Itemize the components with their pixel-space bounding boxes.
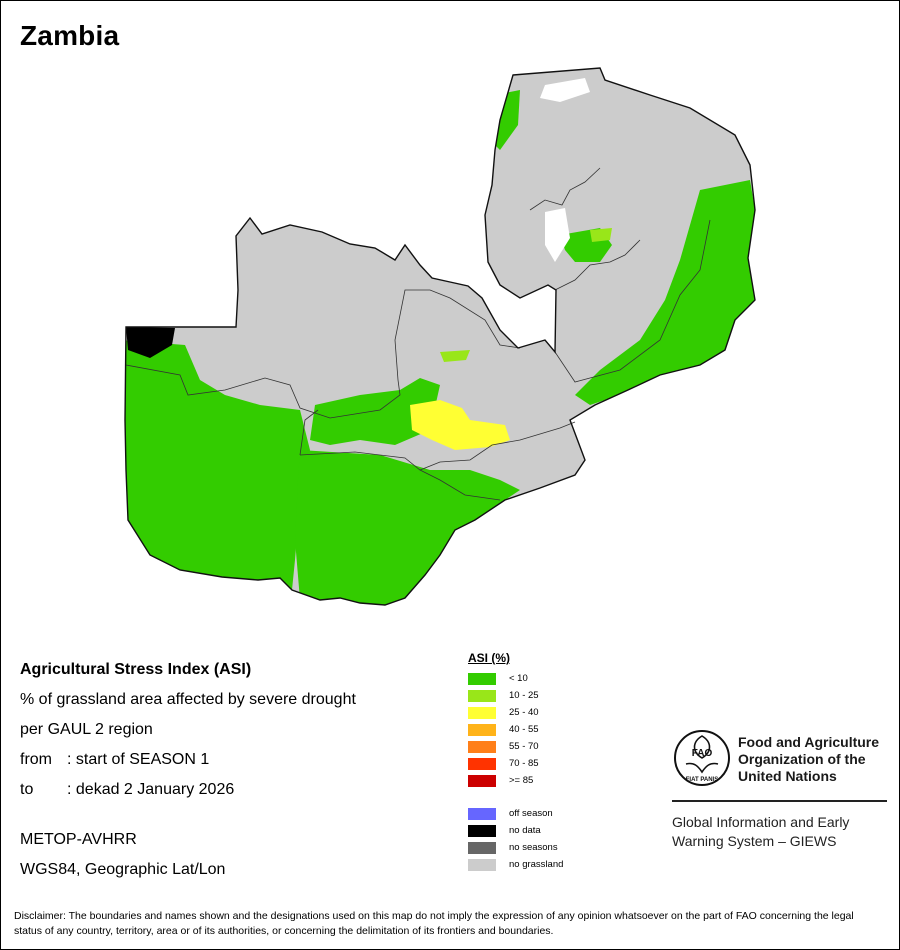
disclaimer: Disclaimer: The boundaries and names sho…: [14, 910, 854, 937]
admin-boundaries: [125, 167, 711, 501]
map-area: [124, 67, 756, 606]
legend-class-item: >= 85: [468, 772, 608, 789]
legend-special-swatch: [468, 807, 496, 820]
asi-lt10-east: [575, 180, 755, 405]
legend-classes: < 10 10 - 25 25 - 40 40 - 55 55 - 70 70 - 85 >…: [468, 670, 608, 789]
index-title: Agricultural Stress Index (ASI): [20, 661, 252, 678]
org-name-line3: United Nations: [738, 768, 837, 784]
lake-tanganyika: [540, 78, 590, 102]
legend-title: ASI (%): [468, 651, 510, 665]
giews-line2: Warning System – GIEWS: [672, 833, 837, 849]
legend-class-label: 25 - 40: [509, 707, 539, 718]
projection-info: WGS84, Geographic Lat/Lon: [20, 861, 226, 878]
legend-special: off season no data no seasons no grassland: [468, 805, 608, 873]
sensor-info: METOP-AVHRR: [20, 831, 137, 848]
legend-special-label: no seasons: [509, 842, 558, 853]
period-from: from : start of SEASON 1: [20, 745, 450, 775]
legend-class-item: 40 - 55: [468, 721, 608, 738]
organization-name: Food and Agriculture Organization of the…: [738, 734, 893, 785]
legend-class-swatch: [468, 740, 496, 753]
asi-legend: ASI (%) < 10 10 - 25 25 - 40 40 - 55 55 - 70…: [468, 651, 608, 873]
index-unit: per GAUL 2 region: [20, 721, 153, 738]
org-name-line2: Organization of the: [738, 751, 866, 767]
legend-special-label: off season: [509, 808, 553, 819]
asi-25-40-central: [410, 400, 510, 450]
legend-special-swatch: [468, 824, 496, 837]
asi-lt10-west: [125, 340, 310, 605]
map-title: Zambia: [20, 20, 120, 51]
legend-class-item: 25 - 40: [468, 704, 608, 721]
map-info: Agricultural Stress Index (ASI) % of gra…: [20, 655, 450, 885]
legend-class-item: 10 - 25: [468, 687, 608, 704]
fao-logo-motto: FIAT PANIS: [686, 777, 718, 783]
legend-special-item: no grassland: [468, 856, 608, 873]
legend-class-swatch: [468, 757, 496, 770]
from-label: from: [20, 751, 52, 768]
legend-special-label: no data: [509, 825, 541, 836]
legend-class-label: 10 - 25: [509, 690, 539, 701]
no-data-patch: [126, 327, 175, 358]
legend-class-swatch: [468, 689, 496, 702]
legend-special-item: no seasons: [468, 839, 608, 856]
legend-class-swatch: [468, 706, 496, 719]
legend-class-item: < 10: [468, 670, 608, 687]
legend-class-swatch: [468, 672, 496, 685]
fao-logo-icon: FAO FIAT PANIS: [674, 730, 730, 786]
legend-special-label: no grassland: [509, 859, 564, 870]
legend-special-item: off season: [468, 805, 608, 822]
org-name-line1: Food and Agriculture: [738, 734, 880, 750]
asi-raster: [125, 68, 755, 605]
legend-class-label: 55 - 70: [509, 741, 539, 752]
legend-class-label: 40 - 55: [509, 724, 539, 735]
asi-lt10-south: [295, 450, 520, 605]
to-label: to: [20, 781, 34, 798]
to-value: : dekad 2 January 2026: [67, 781, 235, 798]
asi-lt10-central: [310, 378, 440, 445]
lake-bangweulu: [545, 208, 570, 262]
legend-class-swatch: [468, 723, 496, 736]
legend-special-swatch: [468, 841, 496, 854]
asi-10-25-spot: [440, 350, 470, 362]
legend-special-item: no data: [468, 822, 608, 839]
giews-line1: Global Information and Early: [672, 814, 850, 830]
period-to: to : dekad 2 January 2026: [20, 775, 450, 805]
legend-class-label: 70 - 85: [509, 758, 539, 769]
giews-name: Global Information and Early Warning Sys…: [672, 813, 887, 851]
index-description: % of grassland area affected by severe d…: [20, 691, 356, 708]
legend-class-label: < 10: [509, 673, 528, 684]
legend-special-swatch: [468, 858, 496, 871]
fao-logo-letters: FAO: [692, 748, 713, 759]
org-divider: [672, 800, 887, 802]
zambia-map: [124, 67, 756, 606]
legend-class-swatch: [468, 774, 496, 787]
from-value: : start of SEASON 1: [67, 751, 210, 768]
legend-class-item: 55 - 70: [468, 738, 608, 755]
legend-class-item: 70 - 85: [468, 755, 608, 772]
asi-10-25-spot-north: [590, 228, 612, 242]
legend-class-label: >= 85: [509, 775, 534, 786]
